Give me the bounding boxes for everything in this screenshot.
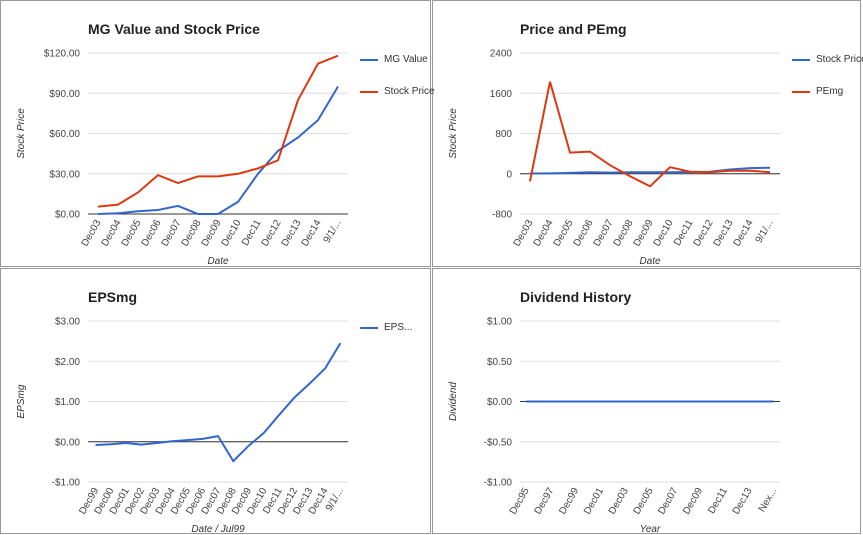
chart-title: Price and PEmg	[520, 21, 627, 37]
y-tick-label: $0.00	[55, 210, 80, 221]
legend-label: Stock Price	[384, 86, 435, 97]
y-tick-label: -$0.50	[484, 437, 513, 448]
x-axis-title: Date / Jul99	[191, 524, 245, 535]
y-axis-title: EPSmg	[16, 384, 27, 418]
y-tick-label: -$1.00	[52, 478, 81, 489]
y-tick-label: $60.00	[49, 129, 80, 140]
series-line	[97, 54, 339, 208]
series-line	[97, 85, 339, 215]
y-tick-label: -800	[492, 210, 512, 221]
series-line	[529, 81, 771, 188]
x-tick-label: Dec09	[681, 486, 705, 517]
chart-title: EPSmg	[88, 289, 137, 305]
series-line	[529, 166, 771, 175]
x-tick-label: Dec99	[557, 486, 581, 517]
y-axis-title: Dividend	[448, 382, 459, 421]
chart-title: MG Value and Stock Price	[88, 21, 260, 37]
series-line	[95, 342, 342, 463]
x-tick-label: Dec05	[632, 486, 656, 517]
panel	[432, 268, 861, 534]
x-tick-label: Dec95	[508, 486, 532, 517]
legend-label-box: Stock Price	[384, 86, 435, 97]
legend-label: MG Value	[384, 54, 428, 65]
x-tick-label: 9/1/...	[754, 218, 776, 245]
panel	[432, 0, 861, 267]
y-tick-label: $1.00	[55, 397, 80, 408]
x-axis-title: Date	[207, 256, 229, 267]
panel	[0, 0, 431, 267]
x-tick-label: Dec13	[731, 486, 755, 517]
x-tick-label: Dec10	[652, 218, 676, 249]
y-tick-label: $3.00	[55, 317, 80, 328]
legend-label-box: EPS...	[384, 322, 413, 333]
x-tick-label: Dec14	[732, 218, 756, 249]
x-tick-label: Dec14	[300, 218, 324, 249]
x-axis-title: Date	[639, 256, 661, 267]
y-axis-title: Stock Price	[16, 108, 27, 159]
y-tick-label: $30.00	[49, 169, 80, 180]
y-tick-label: 1600	[490, 89, 513, 100]
x-tick-label: Dec03	[607, 486, 631, 517]
y-tick-label: $0.50	[487, 357, 512, 368]
x-tick-label: Dec07	[656, 486, 680, 517]
y-tick-label: $90.00	[49, 89, 80, 100]
x-tick-label: Dec01	[582, 486, 606, 517]
legend-label: EPS...	[384, 322, 413, 333]
chart-title: Dividend History	[520, 289, 631, 305]
y-axis-title: Stock Price	[448, 108, 459, 159]
x-tick-label: Dec10	[220, 218, 244, 249]
legend-label: PEmg	[816, 86, 844, 97]
x-tick-label: Nex...	[757, 486, 780, 514]
y-tick-label: $0.00	[55, 437, 80, 448]
y-tick-label: 0	[506, 169, 512, 180]
legend-label-box: MG Value	[384, 54, 428, 65]
y-tick-label: $1.00	[487, 317, 512, 328]
legend-label-box: Stock Price	[816, 54, 863, 65]
y-tick-label: -$1.00	[484, 478, 513, 489]
x-tick-label: 9/1/...	[322, 218, 344, 245]
panel	[0, 268, 431, 534]
x-axis-title: Year	[640, 524, 661, 535]
x-tick-label: Dec97	[533, 486, 557, 517]
y-tick-label: 800	[495, 129, 512, 140]
y-tick-label: $2.00	[55, 357, 80, 368]
y-tick-label: $120.00	[44, 49, 81, 60]
y-tick-label: 2400	[490, 49, 513, 60]
legend-label: Stock Price	[816, 54, 863, 65]
x-tick-label: Dec11	[706, 486, 730, 516]
legend-label-box: PEmg	[816, 86, 844, 97]
y-tick-label: $0.00	[487, 397, 512, 408]
